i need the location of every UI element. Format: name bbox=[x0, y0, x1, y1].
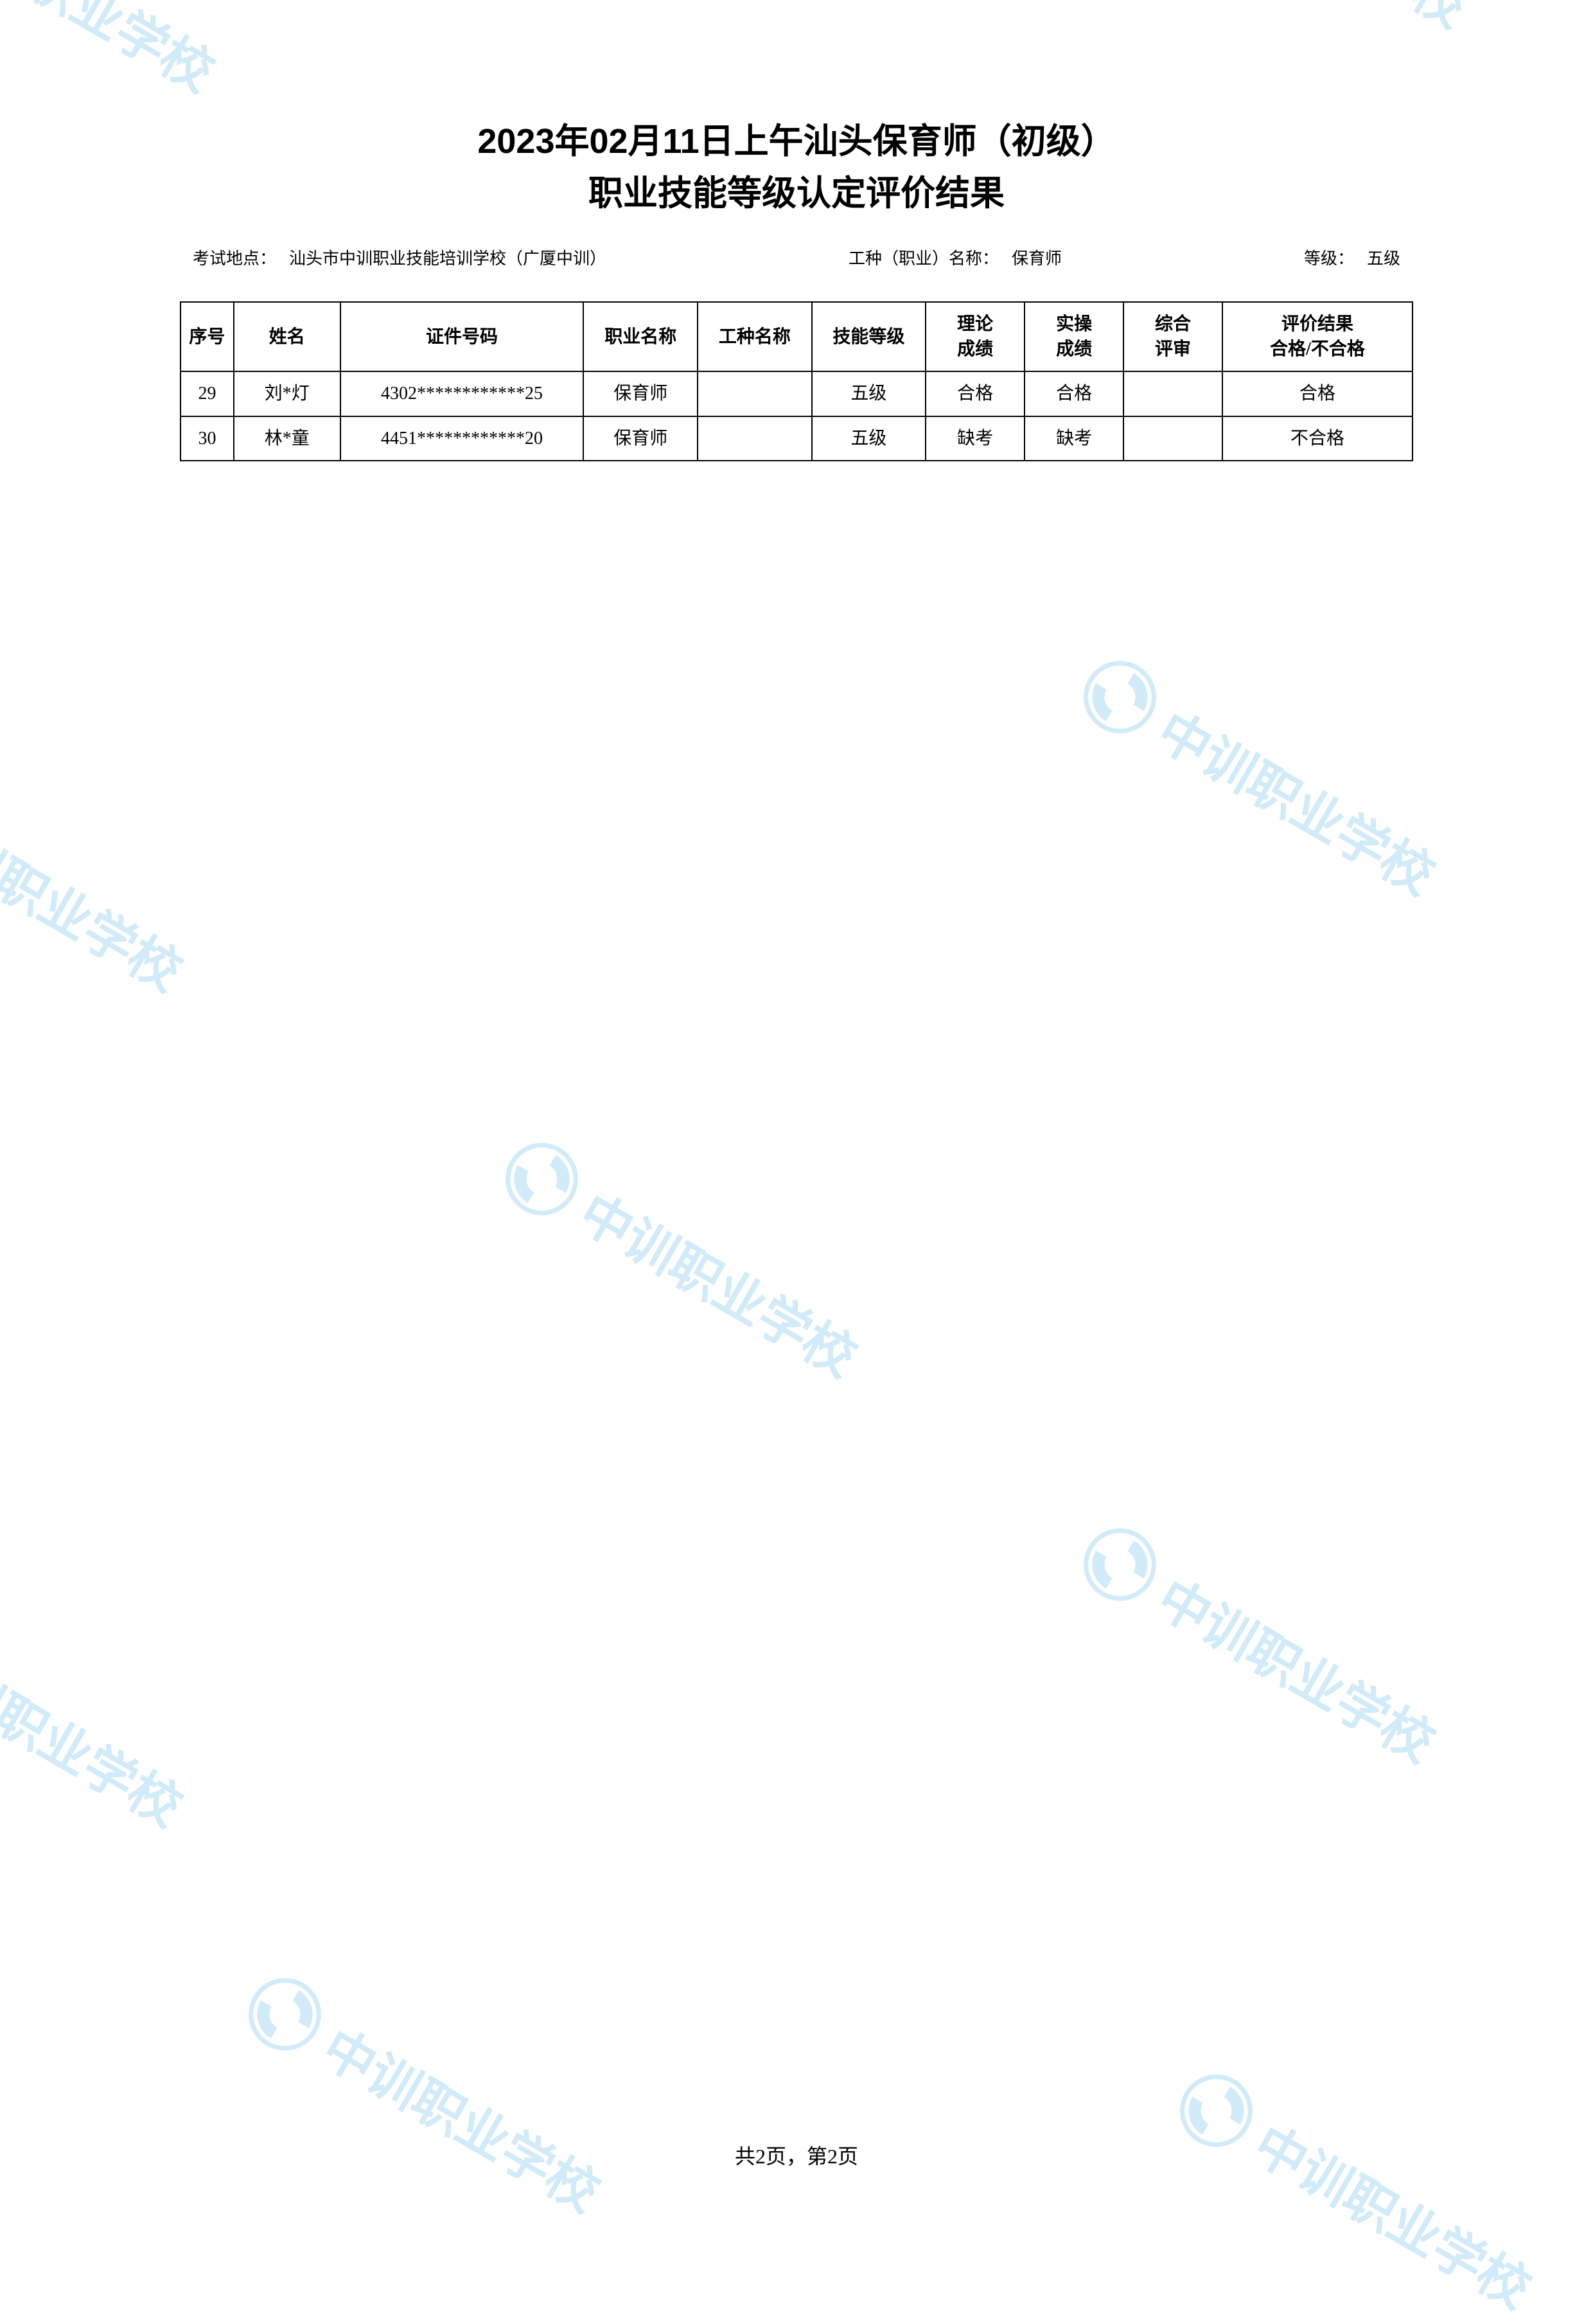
results-table: 序号姓名证件号码职业名称工种名称技能等级理论成绩实操成绩综合评审评价结果合格/不… bbox=[180, 301, 1413, 461]
table-cell: 缺考 bbox=[926, 416, 1025, 461]
table-header-cell: 综合评审 bbox=[1123, 302, 1222, 371]
table-header-cell: 理论成绩 bbox=[926, 302, 1025, 371]
table-cell bbox=[1123, 416, 1222, 461]
table-cell: 合格 bbox=[926, 371, 1025, 416]
table-header-cell: 评价结果合格/不合格 bbox=[1222, 302, 1413, 371]
table-cell: 林*童 bbox=[234, 416, 340, 461]
table-header-row: 序号姓名证件号码职业名称工种名称技能等级理论成绩实操成绩综合评审评价结果合格/不… bbox=[180, 302, 1413, 371]
table-cell: 保育师 bbox=[583, 416, 698, 461]
occupation-value: 保育师 bbox=[1012, 245, 1062, 269]
table-row: 30林*童4451************20保育师五级缺考缺考不合格 bbox=[180, 416, 1413, 461]
table-header-cell: 实操成绩 bbox=[1025, 302, 1123, 371]
table-cell: 五级 bbox=[812, 416, 926, 461]
occupation-label: 工种（职业）名称： bbox=[849, 245, 999, 269]
level-value: 五级 bbox=[1367, 245, 1400, 269]
location-label: 考试地点： bbox=[193, 245, 276, 269]
table-cell bbox=[1123, 371, 1222, 416]
table-cell: 4302************25 bbox=[340, 371, 584, 416]
title-line-1: 2023年02月11日上午汕头保育师（初级） bbox=[180, 116, 1413, 168]
page-title: 2023年02月11日上午汕头保育师（初级） 职业技能等级认定评价结果 bbox=[180, 116, 1413, 220]
table-cell: 保育师 bbox=[583, 371, 698, 416]
table-cell bbox=[698, 416, 812, 461]
table-cell: 不合格 bbox=[1222, 416, 1413, 461]
table-header-cell: 序号 bbox=[180, 302, 234, 371]
table-header-cell: 职业名称 bbox=[583, 302, 698, 371]
table-header-cell: 工种名称 bbox=[698, 302, 812, 371]
title-line-2: 职业技能等级认定评价结果 bbox=[180, 168, 1413, 220]
table-cell: 刘*灯 bbox=[234, 371, 340, 416]
table-cell: 合格 bbox=[1025, 371, 1123, 416]
table-row: 29刘*灯4302************25保育师五级合格合格合格 bbox=[180, 371, 1413, 416]
info-row: 考试地点： 汕头市中训职业技能培训学校（广厦中训） 工种（职业）名称： 保育师 … bbox=[180, 245, 1413, 269]
table-cell: 缺考 bbox=[1025, 416, 1123, 461]
table-cell: 合格 bbox=[1222, 371, 1413, 416]
level-label: 等级： bbox=[1304, 245, 1354, 269]
page-footer: 共2页，第2页 bbox=[0, 2140, 1593, 2170]
table-header-cell: 技能等级 bbox=[812, 302, 926, 371]
table-header-cell: 证件号码 bbox=[340, 302, 584, 371]
table-cell: 30 bbox=[180, 416, 234, 461]
location-value: 汕头市中训职业技能培训学校（广厦中训） bbox=[289, 245, 606, 269]
table-cell: 五级 bbox=[812, 371, 926, 416]
table-cell: 29 bbox=[180, 371, 234, 416]
document-page: 2023年02月11日上午汕头保育师（初级） 职业技能等级认定评价结果 考试地点… bbox=[0, 0, 1593, 2253]
table-cell bbox=[698, 371, 812, 416]
table-cell: 4451************20 bbox=[340, 416, 584, 461]
table-header-cell: 姓名 bbox=[234, 302, 340, 371]
